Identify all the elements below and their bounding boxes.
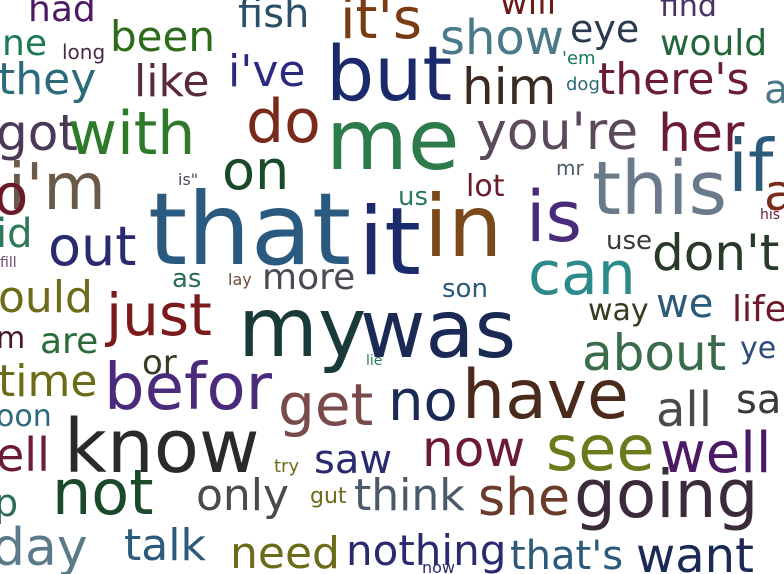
cloud-word: that [148, 171, 352, 288]
cloud-word: will [500, 0, 557, 23]
cloud-word: was [360, 283, 517, 376]
cloud-word: with [68, 99, 196, 169]
cloud-word: is [526, 176, 582, 258]
cloud-word: fish [238, 0, 310, 37]
cloud-word: m [0, 321, 26, 356]
cloud-word: as [172, 264, 202, 294]
cloud-word: his [760, 207, 781, 223]
cloud-word: ould [0, 272, 93, 323]
cloud-word: time [0, 356, 98, 407]
cloud-word: now [422, 558, 456, 574]
cloud-word: they [0, 54, 97, 105]
cloud-word: it's [340, 0, 423, 52]
cloud-word: like [134, 56, 210, 107]
cloud-word: see [546, 412, 655, 485]
cloud-word: going [574, 456, 759, 533]
cloud-word: p [0, 481, 19, 525]
cloud-word: only [196, 470, 290, 521]
cloud-word: my [238, 281, 367, 376]
cloud-word: that's [510, 533, 624, 574]
cloud-word: no [388, 369, 458, 434]
cloud-word: try [274, 456, 300, 477]
cloud-word: don't [652, 224, 780, 282]
cloud-word: had [28, 0, 96, 30]
cloud-word: use [606, 226, 653, 256]
cloud-word: in [424, 177, 503, 277]
cloud-word: sai [736, 377, 784, 423]
cloud-word: about [582, 324, 727, 382]
cloud-word: get [278, 371, 374, 439]
cloud-word: saw [314, 437, 393, 483]
cloud-word: nothing [346, 526, 507, 574]
cloud-word: there's [598, 54, 750, 105]
cloud-word: know [64, 404, 260, 490]
cloud-word: think [354, 470, 465, 521]
cloud-word: dog [566, 74, 600, 95]
cloud-word: ye [740, 331, 777, 366]
cloud-word: well [660, 421, 772, 486]
cloud-word: got [0, 104, 78, 162]
cloud-word: gut [310, 484, 347, 509]
cloud-word: lay [228, 270, 252, 289]
cloud-word: been [110, 12, 215, 61]
cloud-word: on [222, 139, 290, 202]
cloud-word: we [656, 281, 714, 327]
cloud-word: want [636, 528, 754, 574]
cloud-word: do [246, 87, 321, 157]
cloud-word: are [40, 321, 99, 362]
cloud-word: it [358, 188, 421, 297]
cloud-word: or [142, 343, 177, 383]
cloud-word: lot [466, 169, 505, 204]
cloud-word: all [656, 382, 713, 438]
cloud-word: need [230, 528, 340, 574]
cloud-word: she [478, 468, 571, 528]
cloud-word: find [660, 0, 717, 24]
cloud-word: lie [366, 353, 383, 369]
cloud-word: more [262, 257, 356, 298]
cloud-word: just [106, 281, 212, 349]
cloud-word: i'm [8, 151, 106, 225]
cloud-word: but [326, 29, 453, 118]
cloud-word: can [528, 239, 636, 309]
cloud-word: ne [2, 23, 47, 64]
cloud-word: this [592, 146, 728, 232]
cloud-word: you're [476, 102, 639, 162]
cloud-word: way [588, 293, 649, 328]
cloud-word: out [48, 215, 137, 278]
cloud-word: long [62, 40, 106, 64]
cloud-word: son [442, 274, 488, 304]
cloud-word: him [462, 58, 557, 116]
cloud-word: a [764, 67, 784, 113]
cloud-word: show [440, 10, 565, 66]
cloud-word: is" [178, 170, 199, 189]
cloud-word: me [326, 91, 460, 189]
cloud-word: id [0, 211, 33, 257]
cloud-word: fill [0, 255, 17, 271]
cloud-word: ell [0, 428, 50, 482]
cloud-word: day [0, 518, 88, 574]
cloud-word: i've [228, 46, 306, 97]
cloud-word: have [462, 356, 629, 435]
cloud-word: eye [570, 7, 640, 51]
cloud-word: mr [556, 156, 584, 180]
cloud-word: her [658, 104, 745, 164]
cloud-word: us [398, 182, 429, 212]
cloud-word: o [0, 163, 29, 228]
cloud-word: if [728, 124, 774, 208]
cloud-word: a [764, 164, 784, 222]
cloud-word: life [732, 289, 784, 330]
cloud-word: now [422, 420, 526, 478]
cloud-word: not [52, 456, 154, 529]
cloud-word: 'em [562, 48, 596, 69]
cloud-word: talk [124, 520, 206, 571]
cloud-word: oon [0, 399, 52, 434]
cloud-word: would [660, 23, 768, 64]
cloud-word: befor [104, 351, 272, 425]
